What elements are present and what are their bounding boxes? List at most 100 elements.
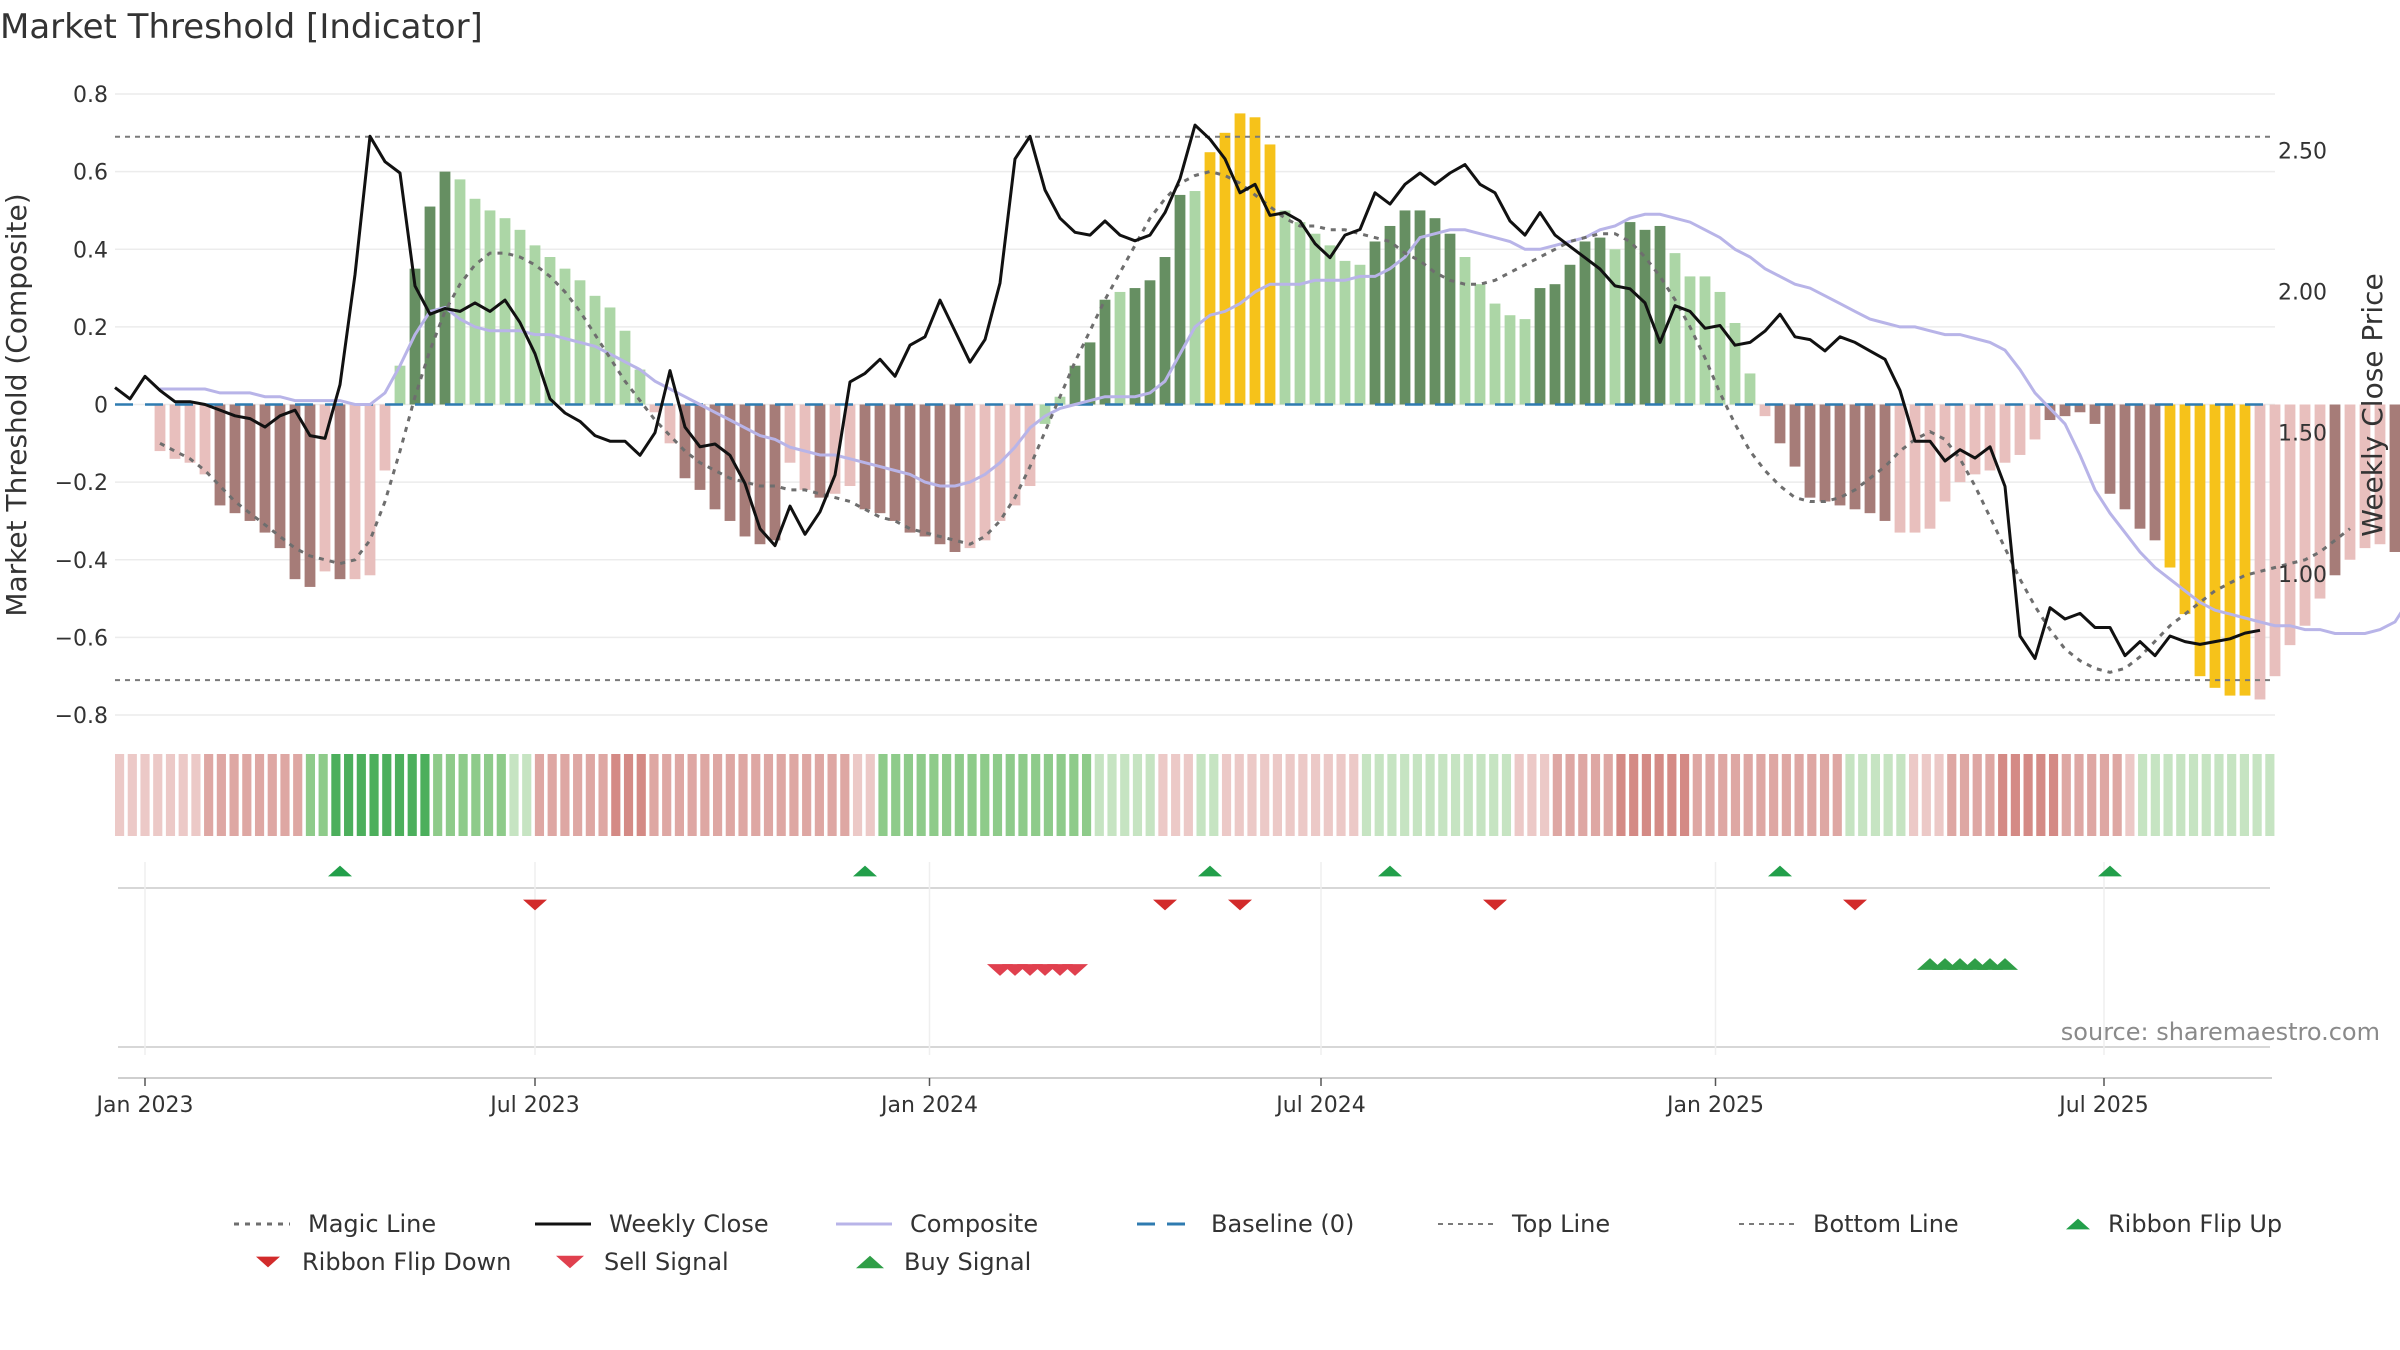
ribbon-cell xyxy=(204,754,214,836)
ribbon-cell xyxy=(687,754,697,836)
composite-bar xyxy=(184,404,196,463)
ribbon-cell xyxy=(1794,754,1804,836)
ribbon-cell xyxy=(1374,754,1384,836)
ribbon-cell xyxy=(1463,754,1473,836)
composite-bar xyxy=(1789,404,1801,467)
composite-bar xyxy=(1729,322,1741,405)
composite-bar xyxy=(379,404,391,471)
composite-bar xyxy=(829,404,841,494)
ribbon-flip-up-marker xyxy=(328,865,352,877)
composite-bar xyxy=(949,404,961,552)
ribbon-cell xyxy=(280,754,290,836)
ribbon-cell xyxy=(471,754,481,836)
ribbon-cell xyxy=(2138,754,2148,836)
composite-bar xyxy=(1354,264,1366,405)
signal-rows xyxy=(118,862,2270,1055)
ribbon-cell xyxy=(1196,754,1206,836)
ribbon-flip-up-marker xyxy=(1378,865,1402,877)
ribbon-cell xyxy=(1590,754,1601,836)
ribbon-cell xyxy=(1527,754,1537,836)
ribbon-cell xyxy=(433,754,443,836)
ribbon-flip-down-marker xyxy=(523,899,547,911)
composite-bar xyxy=(1624,222,1636,405)
ribbon-cell xyxy=(115,754,125,836)
weekly-close-line xyxy=(114,123,2261,660)
ribbon-cell xyxy=(1081,754,1092,836)
magic-line xyxy=(159,170,2351,674)
composite-bar xyxy=(859,404,871,510)
composite-bar xyxy=(214,404,226,506)
ribbon-cell xyxy=(547,754,557,836)
composite-bar xyxy=(1204,152,1216,405)
ribbon-flip-down-marker xyxy=(1483,899,1507,911)
composite-bar xyxy=(1429,218,1441,405)
ribbon-cell xyxy=(1807,754,1817,836)
ribbon-cell xyxy=(509,754,519,836)
ribbon-cell xyxy=(153,754,163,836)
composite-bar xyxy=(2269,404,2281,677)
ribbon-cell xyxy=(827,754,837,836)
axes: 0.8 0.6 0.4 0.2 0 −0.2 −0.4 −0.6 −0.8 2.50 2.00 1.5… xyxy=(55,83,2327,729)
ribbon-cell xyxy=(1298,754,1308,836)
ribbon-cell xyxy=(2099,754,2110,836)
ribbon-cell xyxy=(1947,754,1957,836)
legend-item-buy: Buy Signal xyxy=(856,1248,1031,1276)
ribbon-cell xyxy=(1005,754,1015,836)
ribbon-cell xyxy=(216,754,226,836)
ribbon-cell xyxy=(891,754,901,836)
composite-bar xyxy=(1129,288,1141,405)
composite-bar xyxy=(1114,291,1126,405)
ribbon-cell xyxy=(445,754,455,836)
ribbon-cell xyxy=(1718,754,1728,836)
composite-bar xyxy=(2284,404,2296,646)
composite-bar xyxy=(1024,404,1036,487)
composite-bar xyxy=(229,404,241,514)
composite-bar xyxy=(559,268,571,405)
legend-item-flip_up: Ribbon Flip Up xyxy=(2066,1210,2282,1238)
ribbon-cell xyxy=(1412,754,1422,836)
ribbon-cell xyxy=(1323,754,1333,836)
legend-label: Ribbon Flip Up xyxy=(2108,1210,2282,1238)
ribbon-cell xyxy=(700,754,710,836)
ribbon-cell xyxy=(2125,754,2135,836)
composite-bar xyxy=(2254,404,2266,700)
ribbon-cell xyxy=(1349,754,1359,836)
composite-bar xyxy=(529,245,541,405)
ribbon-cell xyxy=(814,754,824,836)
ribbon-cell xyxy=(1565,754,1575,836)
composite-bar xyxy=(844,404,856,487)
composite-bar xyxy=(244,404,256,521)
ribbon-cell xyxy=(802,754,812,836)
ribbon-cell xyxy=(1094,754,1104,836)
composite-bar xyxy=(979,404,991,541)
y-tick-left: 0.8 xyxy=(73,83,108,108)
y-tick-left: −0.4 xyxy=(55,549,108,574)
ribbon-cell xyxy=(929,754,939,836)
composite-bar xyxy=(649,404,661,413)
legend-item-composite: Composite xyxy=(836,1210,1038,1238)
composite-bar xyxy=(2164,404,2176,568)
ribbon-cell xyxy=(725,754,735,836)
composite-bar xyxy=(2359,404,2371,549)
ribbon-cell xyxy=(916,754,926,836)
composite-bar xyxy=(739,404,751,537)
composite-bar xyxy=(1609,249,1621,405)
ribbon-cell xyxy=(344,754,354,836)
legend-label: Sell Signal xyxy=(604,1248,729,1276)
ribbon-cell xyxy=(2112,754,2122,836)
composite-bar xyxy=(424,206,436,405)
ribbon-cell xyxy=(1629,754,1639,836)
ribbon-cell xyxy=(1819,754,1830,836)
ribbon-cell xyxy=(763,754,774,836)
composite-bar xyxy=(1264,144,1276,405)
legend-label: Top Line xyxy=(1511,1210,1610,1238)
composite-bar xyxy=(544,257,556,405)
composite-bar xyxy=(1879,404,1891,521)
legend-label: Ribbon Flip Down xyxy=(302,1248,511,1276)
ribbon-cell xyxy=(1171,754,1181,836)
ribbon-cell xyxy=(1959,754,1970,836)
x-tick-label: Jan 2023 xyxy=(95,1093,194,1118)
composite-bar xyxy=(889,404,901,521)
ribbon-cell xyxy=(1921,754,1931,836)
ribbon-cell xyxy=(1692,754,1702,836)
